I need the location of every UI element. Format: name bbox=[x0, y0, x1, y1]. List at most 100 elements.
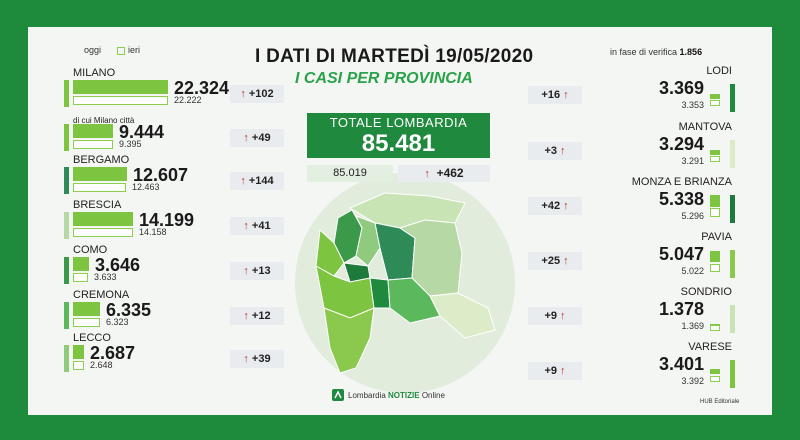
delta-value: +16 bbox=[541, 89, 561, 101]
province-name-como: COMO bbox=[73, 244, 108, 256]
bar-today-monza-e-brianza bbox=[710, 195, 720, 207]
value-today-mantova: 3.294 bbox=[658, 134, 704, 154]
bar-yesterday-mantova bbox=[710, 156, 720, 162]
delta-value: +9 bbox=[544, 310, 558, 322]
delta-box-cremona: ↑ +12 bbox=[230, 307, 284, 325]
delta-box-di-cui-milano-citt: ↑ +49 bbox=[230, 129, 284, 147]
value-yesterday-mantova: 3.291 bbox=[681, 156, 704, 166]
province-shade-cremona bbox=[64, 302, 69, 329]
footer-logo-text: Lombardia NOTIZIE Online bbox=[348, 391, 445, 400]
value-today-milano: 22.324 bbox=[174, 78, 230, 98]
value-today-sondrio: 1.378 bbox=[658, 299, 704, 319]
delta-value: +49 bbox=[251, 132, 271, 144]
value-today-lodi: 3.369 bbox=[658, 78, 704, 98]
delta-box-pavia: +25 ↑ bbox=[528, 252, 582, 270]
delta-value: +39 bbox=[251, 353, 271, 365]
province-shade-milano bbox=[64, 80, 69, 107]
bar-yesterday-sondrio bbox=[710, 325, 720, 331]
total-label: TOTALE LOMBARDIA bbox=[329, 115, 468, 130]
map-region-pavia bbox=[323, 307, 375, 374]
up-arrow-icon: ↑ bbox=[243, 220, 249, 232]
bar-today-di-cui-milano-citt bbox=[73, 124, 113, 138]
value-today-varese: 3.401 bbox=[658, 354, 704, 374]
legend-today-label: oggi bbox=[84, 45, 102, 55]
delta-box-varese: +9 ↑ bbox=[528, 362, 582, 380]
delta-box-lecco: ↑ +39 bbox=[230, 350, 284, 368]
value-yesterday-bergamo: 12.463 bbox=[132, 182, 160, 192]
value-yesterday-pavia: 5.022 bbox=[681, 266, 704, 276]
up-arrow-icon: ↑ bbox=[243, 353, 249, 365]
footer-logo-prefix: Lombardia bbox=[348, 391, 389, 400]
lombardy-map bbox=[295, 173, 515, 393]
province-name-sondrio: SONDRIO bbox=[680, 286, 732, 298]
province-name-pavia: PAVIA bbox=[701, 231, 732, 243]
map-region-lodi bbox=[369, 277, 391, 309]
province-shade-como bbox=[64, 257, 69, 284]
bar-today-como bbox=[73, 257, 89, 271]
value-today-pavia: 5.047 bbox=[658, 244, 704, 264]
bar-yesterday-cremona bbox=[73, 318, 100, 327]
province-shade-pavia bbox=[730, 250, 735, 278]
up-arrow-icon: ↑ bbox=[560, 145, 566, 157]
value-yesterday-monza-e-brianza: 5.296 bbox=[681, 211, 704, 221]
bar-yesterday-lecco bbox=[73, 361, 84, 370]
total-delta: ↑ +462 bbox=[398, 165, 490, 182]
delta-value: +144 bbox=[248, 175, 274, 187]
province-shade-sondrio bbox=[730, 305, 735, 333]
province-shade-bergamo bbox=[64, 167, 69, 194]
delta-value: +12 bbox=[251, 310, 271, 322]
up-arrow-icon: ↑ bbox=[560, 365, 566, 377]
footer-credit: HUB Editoriale bbox=[700, 399, 740, 405]
value-today-lecco: 2.687 bbox=[90, 343, 136, 363]
province-shade-monza-e-brianza bbox=[730, 195, 735, 223]
value-yesterday-lecco: 2.648 bbox=[90, 360, 113, 370]
value-yesterday-como: 3.633 bbox=[94, 272, 117, 282]
province-name-cremona: CREMONA bbox=[73, 289, 130, 301]
value-today-cremona: 6.335 bbox=[106, 300, 152, 320]
map-region-mantova bbox=[429, 292, 496, 339]
total-delta-value: +462 bbox=[436, 166, 464, 180]
delta-value: +3 bbox=[544, 145, 558, 157]
bar-today-lecco bbox=[73, 345, 84, 359]
map-region-varese bbox=[315, 228, 345, 277]
up-arrow-icon: ↑ bbox=[563, 200, 569, 212]
bar-yesterday-bergamo bbox=[73, 183, 126, 192]
bar-yesterday-milano bbox=[73, 96, 168, 105]
page-subtitle: I CASI PER PROVINCIA bbox=[295, 70, 473, 87]
total-yesterday: 85.019 bbox=[307, 165, 393, 182]
delta-value: +42 bbox=[541, 200, 561, 212]
bar-today-bergamo bbox=[73, 167, 127, 181]
province-shade-mantova bbox=[730, 140, 735, 168]
legend-yesterday-label: ieri bbox=[128, 45, 141, 55]
province-shade-brescia bbox=[64, 212, 69, 239]
value-yesterday-varese: 3.392 bbox=[681, 376, 704, 386]
total-value: 85.481 bbox=[361, 130, 436, 157]
delta-box-milano: ↑ +102 bbox=[230, 85, 284, 103]
bar-today-varese bbox=[710, 369, 720, 374]
delta-box-bergamo: ↑ +144 bbox=[230, 172, 284, 190]
bar-yesterday-lodi bbox=[710, 100, 720, 106]
province-name-brescia: BRESCIA bbox=[73, 199, 122, 211]
bar-today-brescia bbox=[73, 212, 133, 226]
delta-box-monza-e-brianza: +42 ↑ bbox=[528, 197, 582, 215]
footer-logo-suffix: Online bbox=[419, 391, 445, 400]
province-shade-varese bbox=[730, 360, 735, 388]
delta-box-brescia: ↑ +41 bbox=[230, 217, 284, 235]
verifying-count: in fase di verifica 1.856 bbox=[610, 47, 702, 57]
up-arrow-icon: ↑ bbox=[424, 168, 430, 180]
province-name-lodi: LODI bbox=[706, 65, 732, 77]
value-yesterday-cremona: 6.323 bbox=[106, 317, 129, 327]
province-name-varese: VARESE bbox=[688, 341, 732, 353]
legend-yesterday-swatch bbox=[117, 47, 125, 55]
bar-today-mantova bbox=[710, 150, 720, 155]
up-arrow-icon: ↑ bbox=[563, 255, 569, 267]
value-today-di-cui-milano-citt: 9.444 bbox=[119, 122, 165, 142]
up-arrow-icon: ↑ bbox=[243, 265, 249, 277]
bar-today-milano bbox=[73, 80, 168, 94]
up-arrow-icon: ↑ bbox=[560, 310, 566, 322]
value-today-brescia: 14.199 bbox=[139, 210, 195, 230]
delta-value: +41 bbox=[251, 220, 271, 232]
bar-yesterday-brescia bbox=[73, 228, 133, 237]
province-name-lecco: LECCO bbox=[73, 332, 111, 344]
lombardia-logo-icon bbox=[332, 389, 344, 401]
